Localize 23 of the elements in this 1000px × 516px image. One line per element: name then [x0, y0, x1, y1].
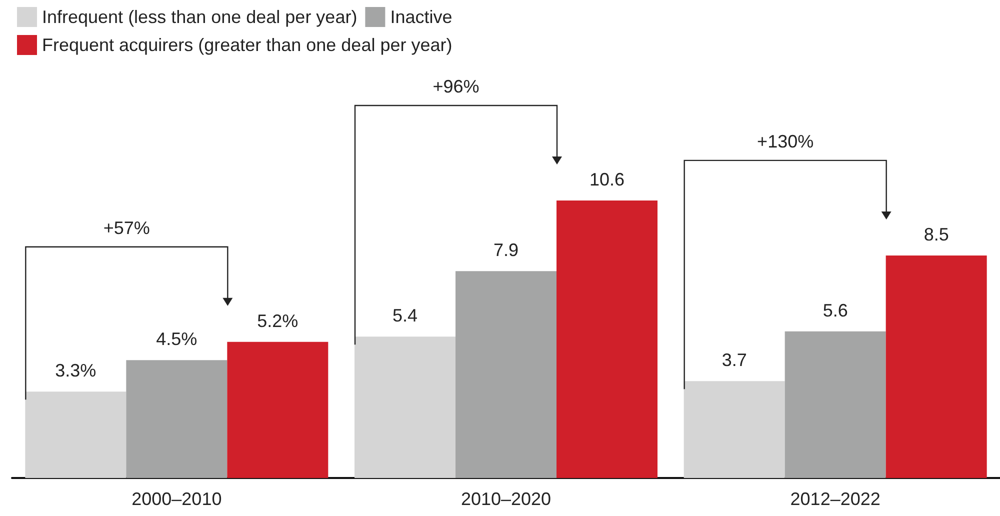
legend-label: Frequent acquirers (greater than one deal per year)	[42, 35, 452, 55]
data-label: 5.2%	[257, 310, 298, 331]
bar	[354, 336, 456, 478]
data-label: 7.9	[493, 240, 519, 260]
data-label: 10.6	[589, 169, 625, 190]
bar	[684, 381, 785, 478]
bar	[227, 342, 328, 478]
data-label: 4.5%	[156, 329, 198, 350]
x-tick-label: 2010–2020	[460, 489, 552, 509]
data-label: 5.4	[392, 306, 418, 326]
data-label: 3.3%	[55, 360, 96, 381]
data-label: 3.7	[722, 350, 747, 370]
bar	[25, 392, 126, 478]
x-tick-label: 2000–2010	[132, 489, 222, 509]
legend-label: Infrequent (less than one deal per year)	[42, 7, 358, 27]
annotation: +57%	[103, 218, 150, 238]
bar	[784, 331, 886, 478]
x-tick-label: 2012–2022	[790, 489, 880, 509]
data-label: 5.6	[822, 300, 848, 320]
data-label: 8.5	[924, 224, 949, 244]
legend-label: Inactive	[390, 7, 452, 27]
text: +130%	[757, 131, 814, 152]
text: +96%	[432, 76, 480, 96]
